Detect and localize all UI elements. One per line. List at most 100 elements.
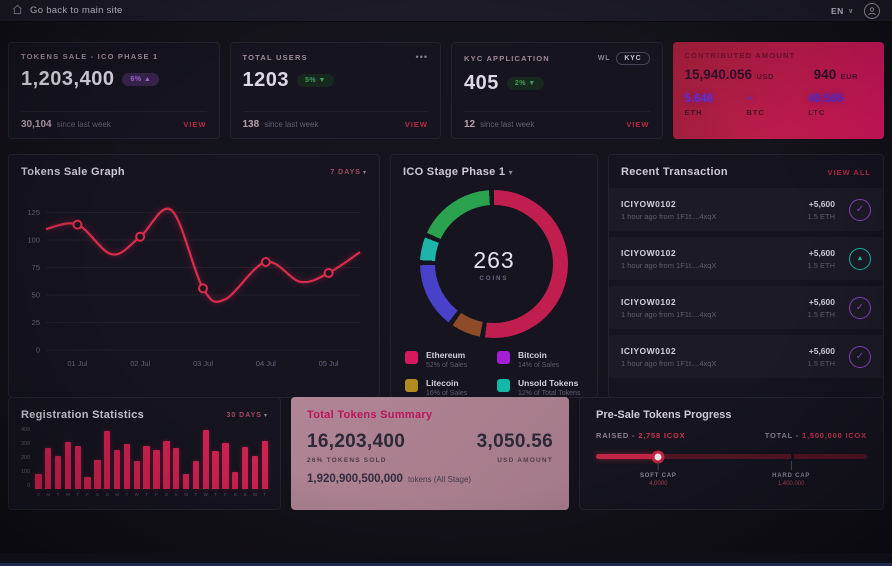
user-avatar[interactable] (864, 2, 880, 19)
svg-text:01 Jul: 01 Jul (67, 359, 87, 368)
cap-tick (657, 461, 659, 470)
view-all-button[interactable]: VIEW ALL (827, 167, 871, 177)
bar (64, 442, 72, 489)
transaction-eth: 1.5 ETH (807, 309, 835, 319)
more-options-icon[interactable]: ••• (415, 52, 428, 62)
legend-item-litecoin: Litecoin 16% of Sales (405, 378, 491, 397)
summary-total-suffix: tokens (All Stage) (407, 475, 472, 484)
donut-legend: Ethereum 52% of Sales Bitcoin 14% of Sal… (391, 338, 597, 397)
transaction-meta: 1 hour ago from 1F1t....4xqX (621, 358, 717, 368)
kyc-view-button[interactable]: VIEW (626, 120, 650, 129)
hard-cap-label: HARD CAP (772, 473, 811, 479)
bar (251, 455, 259, 489)
card-tokens-sale-label: TOKENS SALE - ICO PHASE 1 (21, 52, 159, 61)
contributed-btc: ~ BTC (746, 93, 808, 117)
cap-tick (790, 461, 792, 470)
legend-swatch (497, 351, 510, 364)
language-selector[interactable]: EN ∨ (831, 6, 854, 16)
ico-donut-chart: 263 COINS (420, 190, 568, 338)
bar (84, 476, 91, 489)
transaction-row[interactable]: ICIYOW0102 1 hour ago from 1F1t....4xqX … (609, 286, 883, 329)
legend-detail: 16% of Sales (426, 390, 468, 397)
donut-coins-label: COINS (479, 275, 509, 282)
legend-detail: 52% of Sales (426, 362, 468, 369)
svg-text:75: 75 (32, 263, 40, 272)
tokens-sale-view-button[interactable]: VIEW (183, 120, 207, 129)
presale-raised: RAISED - 2,758 ICOX (596, 431, 686, 440)
wl-tab[interactable]: WL (597, 55, 611, 62)
panel-recent-transactions: Recent Transaction VIEW ALL ICIYOW0102 1… (608, 154, 884, 398)
svg-text:04 Jul: 04 Jul (256, 359, 276, 368)
bar (153, 449, 160, 489)
presale-title: Pre-Sale Tokens Progress (596, 409, 732, 421)
kyc-tab[interactable]: KYC (616, 52, 650, 65)
since-label: since last week (480, 120, 535, 129)
bar (261, 441, 268, 489)
transaction-amount: +5,600 (808, 198, 835, 209)
tokens-sale-delta: 30,104 (21, 119, 52, 130)
total-users-trend-badge: 5% ▼ (297, 74, 334, 87)
bottom-row: Registration Statistics 30 DAYS ▾ 400 300 2… (8, 397, 884, 510)
content: TOKENS SALE - ICO PHASE 1 1,203,400 6% ▲… (0, 42, 892, 510)
panel-tokens-sale-graph: Tokens Sale Graph 7 DAYS ▾ 0 25 50 75 100 125 0… (8, 154, 380, 398)
panel-presale-progress: Pre-Sale Tokens Progress RAISED - 2,758 … (579, 397, 884, 510)
card-tokens-sale: TOKENS SALE - ICO PHASE 1 1,203,400 6% ▲… (8, 42, 220, 139)
caret-down-icon[interactable]: ▾ (508, 168, 514, 177)
registration-range-dropdown[interactable]: 30 DAYS ▾ (226, 411, 268, 419)
svg-text:125: 125 (27, 208, 40, 217)
card-contributed-label: CONTRIBUTED AMOUNT (684, 51, 796, 60)
caret-down-icon: ▾ (263, 412, 268, 419)
eur-unit: EUR (840, 72, 858, 81)
bar (212, 451, 219, 489)
summary-usd-value: 3,050.56 (476, 431, 553, 452)
presale-progress-slider: SOFT CAP 4,0000 HARD CAP 1,400,000 (596, 450, 867, 490)
contributed-usd: 15,940.056 USD (685, 66, 774, 84)
bar (133, 460, 140, 489)
total-users-delta: 138 (242, 119, 260, 130)
transaction-eth: 1.5 ETH (807, 211, 835, 221)
soft-cap-value: 4,0000 (649, 481, 668, 487)
chevron-down-icon: ∨ (847, 7, 854, 15)
presale-total: TOTAL - 1,500,000 ICOX (764, 431, 867, 440)
bar (202, 429, 209, 489)
transaction-meta: 1 hour ago from 1F1t....4xqX (621, 309, 717, 319)
transaction-row[interactable]: ICIYOW0102 1 hour ago from 1F1t....4xqX … (609, 237, 883, 280)
check-circle-icon: ✓ (849, 345, 871, 368)
tokens-sale-trend-badge: 6% ▲ (122, 73, 160, 86)
eth-value: 5.646 (684, 93, 714, 105)
kyc-delta: 12 (464, 119, 476, 130)
transaction-row[interactable]: ICIYOW0102 1 hour ago from 1F1t....4xqX … (609, 188, 883, 231)
ltc-label: LTC (808, 108, 826, 117)
svg-text:100: 100 (27, 236, 40, 245)
card-kyc-label: KYC APPLICATION (464, 54, 550, 63)
card-total-users: TOTAL USERS ••• 1203 5% ▼ 138 since last… (229, 42, 441, 139)
legend-swatch (497, 379, 510, 392)
stats-row: TOKENS SALE - ICO PHASE 1 1,203,400 6% ▲… (8, 42, 884, 139)
svg-text:05 Jul: 05 Jul (319, 359, 339, 368)
total-users-view-button[interactable]: VIEW (404, 120, 428, 129)
legend-name: Bitcoin (518, 350, 547, 360)
bar (232, 472, 239, 489)
summary-tokens-sold-label: 26% TOKENS SOLD (307, 457, 387, 464)
back-to-main-site-link[interactable]: Go back to main site (12, 2, 123, 20)
panel-total-tokens-summary: Total Tokens Summary 16,203,400 3,050.56… (291, 397, 569, 510)
sales-range-dropdown[interactable]: 7 DAYS ▾ (330, 168, 367, 176)
transaction-id: ICIYOW0102 (621, 296, 677, 307)
check-circle-icon: ✓ (849, 296, 871, 319)
transaction-eth: 1.5 ETH (807, 260, 835, 270)
ltc-value: 40.506 (808, 93, 844, 105)
summary-tokens-value: 16,203,400 (307, 431, 406, 452)
eth-label: ETH (684, 108, 703, 117)
registration-title: Registration Statistics (21, 409, 145, 421)
contributed-eth: 5.646 ETH (685, 93, 747, 117)
legend-name: Unsold Tokens (518, 378, 579, 388)
contributed-ltc: 40.506 LTC (808, 93, 870, 117)
bar-chart-y-axis: 400 300 200 100 0 (21, 427, 31, 489)
transaction-row[interactable]: ICIYOW0102 1 hour ago from 1F1t....4xqX … (609, 335, 883, 378)
soft-cap-marker: SOFT CAP 4,0000 (640, 461, 677, 487)
summary-usd-label: USD AMOUNT (497, 457, 553, 464)
bar (35, 473, 42, 489)
legend-swatch (405, 379, 418, 392)
